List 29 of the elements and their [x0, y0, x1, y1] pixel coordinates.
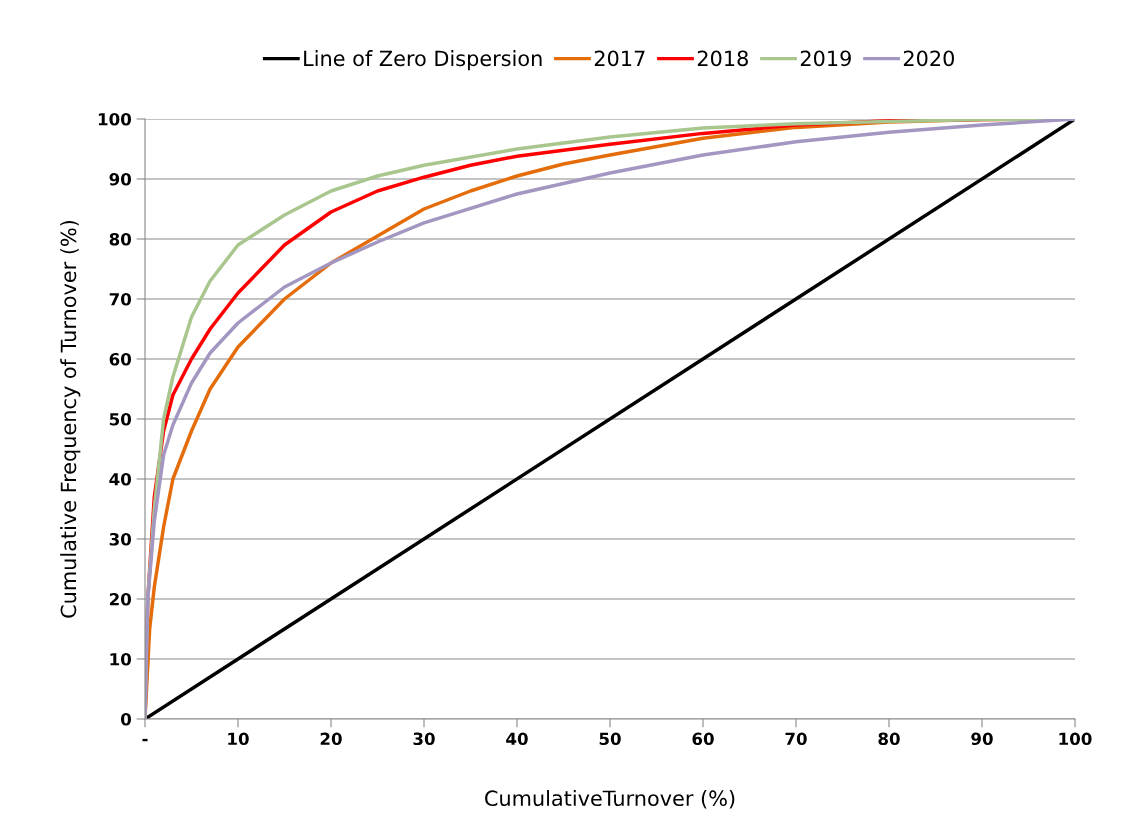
x-tick-label: 50	[599, 732, 621, 746]
x-tick-label: 60	[692, 732, 714, 746]
x-tick-label: 70	[785, 732, 807, 746]
y-tick-label: 20	[109, 592, 132, 606]
y-tick-label: 50	[109, 412, 132, 426]
y-tick-label: 80	[109, 232, 132, 246]
legend-label: 2017	[594, 50, 645, 67]
x-tick-label: 30	[413, 732, 435, 746]
x-tick-label: 80	[878, 732, 900, 746]
legend-label: 2018	[697, 50, 748, 67]
legend-label: Line of Zero Dispersion	[304, 50, 542, 71]
y-tick-label: 70	[109, 292, 132, 306]
y-tick-label: 10	[110, 652, 132, 666]
x-tick-label: 90	[971, 732, 993, 746]
legend-label: 2020	[903, 50, 954, 67]
x-tick-label: 10	[228, 732, 249, 746]
y-tick-label: 100	[98, 112, 132, 126]
x-tick-label: 40	[506, 732, 528, 746]
legend-label: 2019	[800, 50, 851, 67]
y-tick-label: 60	[109, 352, 132, 366]
y-tick-label: 90	[109, 172, 132, 186]
y-tick-label: 40	[109, 472, 132, 486]
y-tick-label: 30	[109, 532, 132, 546]
x-tick-label: 100	[1059, 732, 1092, 746]
x-tick-label: -	[142, 738, 148, 742]
y-axis-title: Cumulative Frequency of Turnover (%)	[60, 220, 81, 618]
x-axis-title: CumulativeTurnover (%)	[485, 789, 735, 809]
y-tick-label: 0	[121, 712, 132, 726]
x-tick-label: 20	[320, 732, 342, 746]
